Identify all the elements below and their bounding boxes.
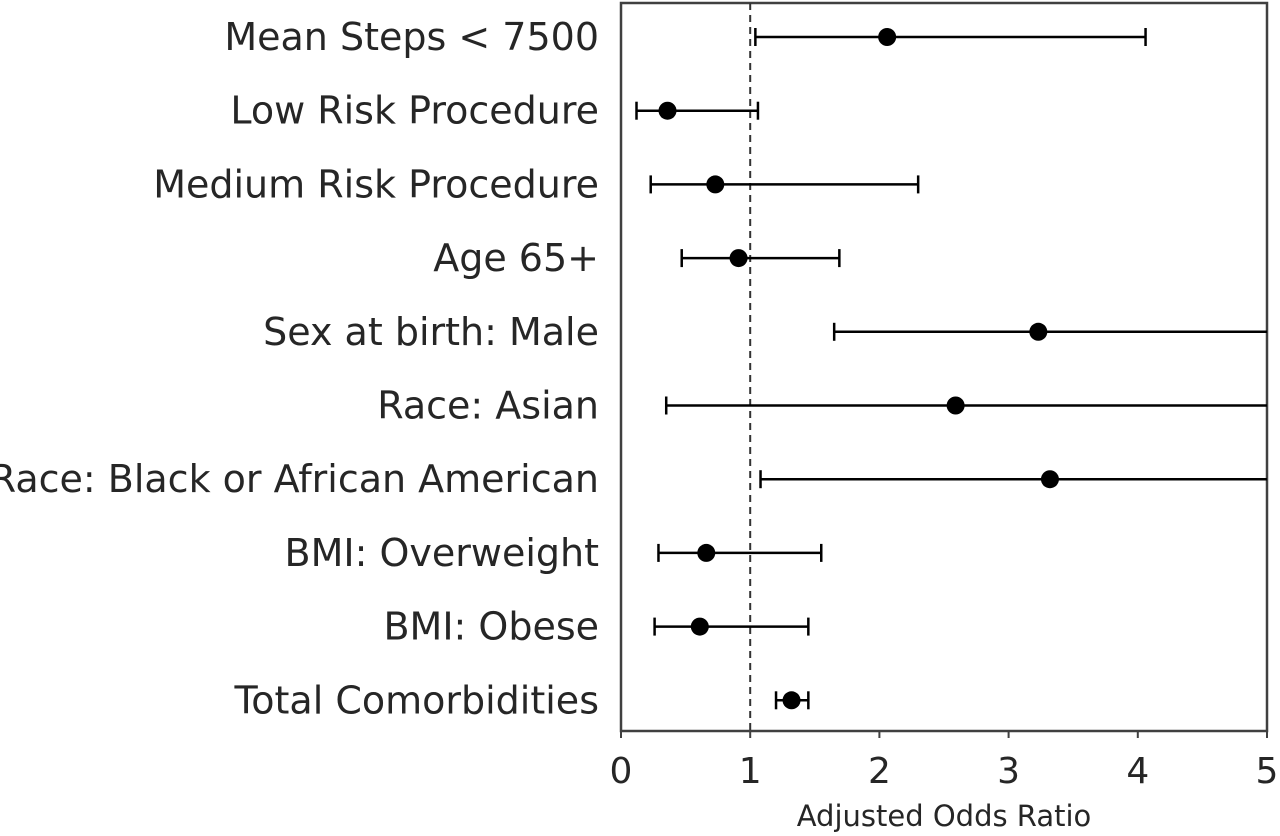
estimate-point [697,543,716,562]
y-category-label: Total Comorbidities [234,678,600,722]
estimate-point [946,396,965,415]
x-tick-label: 5 [1256,751,1279,792]
plot-frame [619,1,1269,733]
x-tick-label: 2 [868,751,891,792]
y-category-label: BMI: Overweight [285,531,599,575]
y-category-label: Low Risk Procedure [230,89,599,133]
estimate-point [706,175,725,194]
y-category-label: Age 65+ [433,236,599,280]
estimate-point [658,101,677,120]
x-tick-label: 3 [997,751,1020,792]
x-tick-label: 1 [739,751,762,792]
y-category-label: Race: Asian [377,384,599,428]
estimate-point [1040,470,1059,489]
estimate-point [782,691,801,710]
x-axis-label: Adjusted Odds Ratio [797,799,1092,833]
y-category-label: Race: Black or African American [0,457,599,501]
y-category-label: Medium Risk Procedure [153,162,599,206]
estimate-point [729,249,748,268]
y-category-label: Sex at birth: Male [263,310,599,354]
y-category-label: Mean Steps < 7500 [224,15,599,59]
x-tick-label: 4 [1126,751,1149,792]
y-category-label: BMI: Obese [383,605,599,649]
estimate-point [1029,322,1048,341]
x-tick-label: 0 [610,751,633,792]
estimate-point [690,617,709,636]
estimate-point [878,28,897,46]
